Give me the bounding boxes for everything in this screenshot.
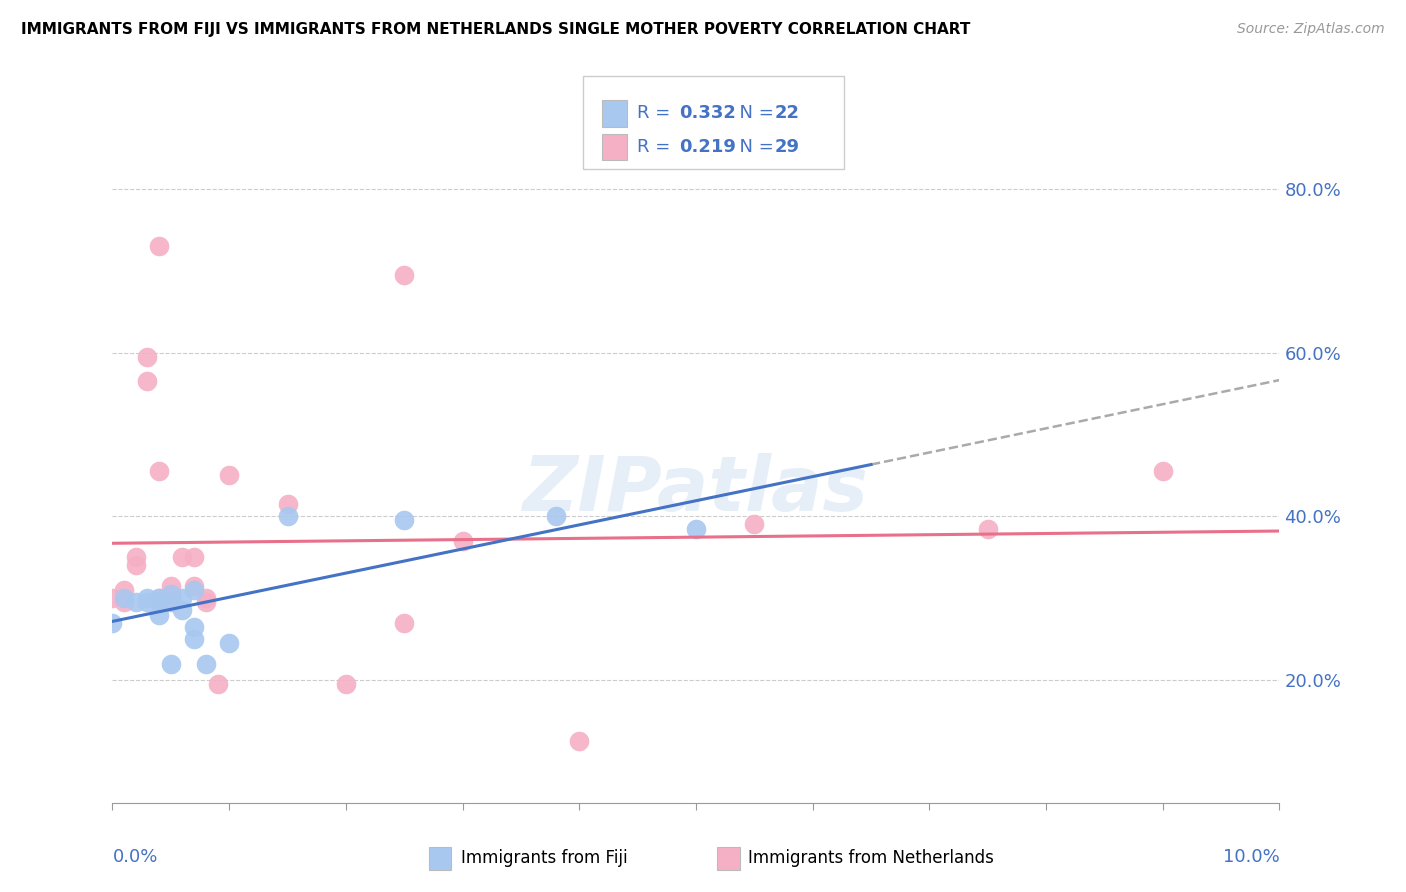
Text: 0.332: 0.332 xyxy=(679,104,735,122)
Point xyxy=(194,595,217,609)
Text: R =: R = xyxy=(637,138,676,156)
Text: IMMIGRANTS FROM FIJI VS IMMIGRANTS FROM NETHERLANDS SINGLE MOTHER POVERTY CORREL: IMMIGRANTS FROM FIJI VS IMMIGRANTS FROM … xyxy=(21,22,970,37)
Point xyxy=(160,657,183,671)
Text: 0.0%: 0.0% xyxy=(112,847,157,866)
Point xyxy=(160,579,183,593)
Text: Source: ZipAtlas.com: Source: ZipAtlas.com xyxy=(1237,22,1385,37)
Point xyxy=(125,558,148,573)
Point xyxy=(207,677,229,691)
Point xyxy=(112,595,135,609)
Point xyxy=(218,468,240,483)
Text: Immigrants from Netherlands: Immigrants from Netherlands xyxy=(748,849,994,867)
Point xyxy=(183,550,205,565)
Point xyxy=(125,595,148,609)
Point xyxy=(742,517,765,532)
Point xyxy=(160,587,183,601)
Point xyxy=(451,533,474,548)
Point xyxy=(148,595,170,609)
Point xyxy=(394,615,416,630)
Point xyxy=(335,677,357,691)
Text: 29: 29 xyxy=(775,138,800,156)
Point xyxy=(544,509,567,524)
Text: N =: N = xyxy=(728,138,780,156)
Point xyxy=(394,513,416,527)
Point xyxy=(148,464,170,478)
Point xyxy=(172,550,194,565)
Text: 10.0%: 10.0% xyxy=(1223,847,1279,866)
Point xyxy=(194,657,217,671)
Point xyxy=(112,582,135,597)
Point xyxy=(101,591,124,606)
Point xyxy=(136,595,159,609)
Point xyxy=(976,522,998,536)
Point xyxy=(172,603,194,617)
Point xyxy=(183,632,205,646)
Point xyxy=(160,587,183,601)
Point xyxy=(112,591,135,606)
Point xyxy=(183,582,205,597)
Text: Immigrants from Fiji: Immigrants from Fiji xyxy=(461,849,628,867)
Text: N =: N = xyxy=(728,104,780,122)
Point xyxy=(101,615,124,630)
Point xyxy=(1152,464,1174,478)
Point xyxy=(394,268,416,282)
Point xyxy=(136,374,159,388)
Point xyxy=(568,734,591,748)
Point xyxy=(276,509,298,524)
Point xyxy=(148,607,170,622)
Point xyxy=(183,579,205,593)
Point xyxy=(194,591,217,606)
Point xyxy=(276,497,298,511)
Point xyxy=(148,239,170,253)
Point xyxy=(183,620,205,634)
Text: 22: 22 xyxy=(775,104,800,122)
Point xyxy=(148,591,170,606)
Point xyxy=(125,550,148,565)
Text: R =: R = xyxy=(637,104,676,122)
Point xyxy=(136,350,159,364)
Point xyxy=(218,636,240,650)
Point xyxy=(160,595,183,609)
Text: ZIPatlas: ZIPatlas xyxy=(523,453,869,526)
Point xyxy=(136,591,159,606)
Text: 0.219: 0.219 xyxy=(679,138,735,156)
Point xyxy=(148,591,170,606)
Point xyxy=(685,522,707,536)
Point xyxy=(172,591,194,606)
Point xyxy=(160,591,183,606)
